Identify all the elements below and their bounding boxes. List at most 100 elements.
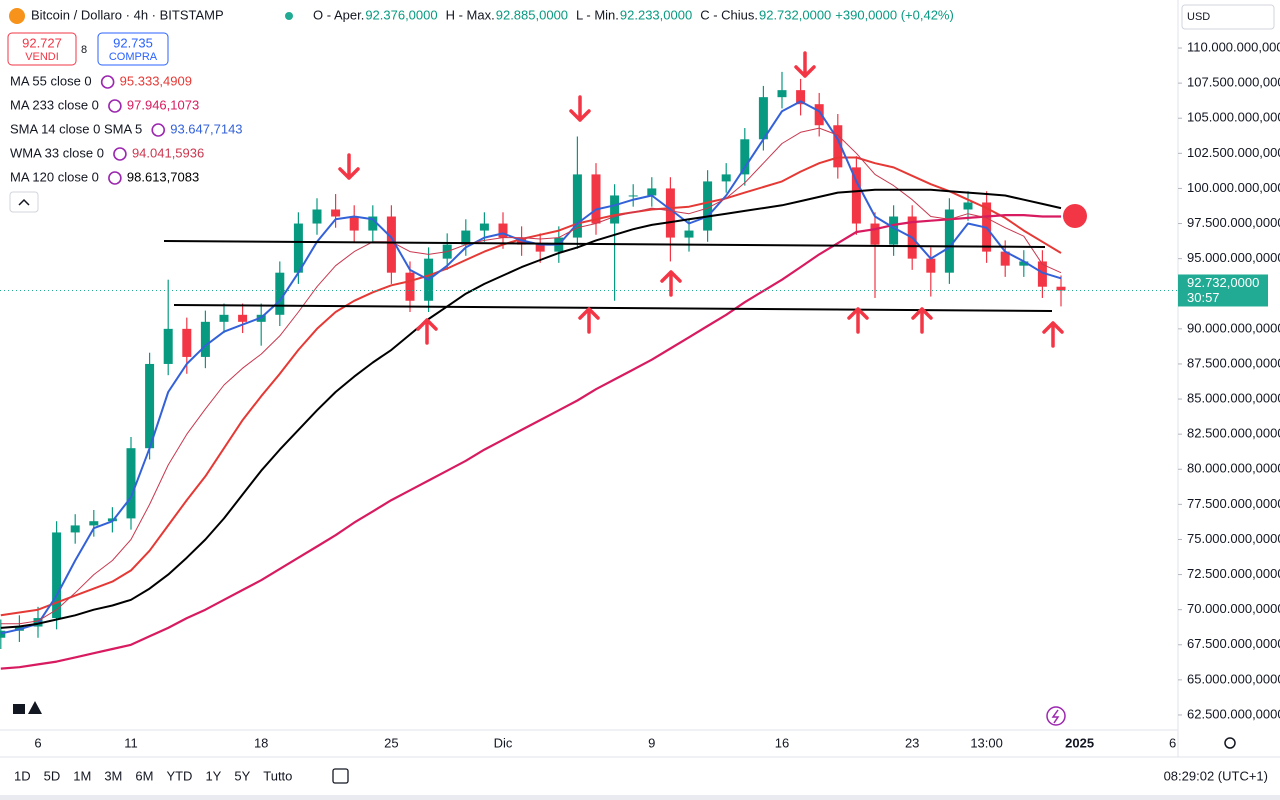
candle-body [535, 244, 545, 252]
y-tick-label: 90.000.000,0000 [1187, 320, 1280, 335]
indicator-icon[interactable] [113, 147, 127, 161]
candle-body [814, 104, 824, 126]
x-tick-label: 25 [384, 735, 398, 750]
range-button[interactable]: 1M [73, 768, 91, 783]
candle-body [740, 139, 750, 175]
candle-body [721, 174, 731, 182]
y-tick-label: 77.500.000,0000 [1187, 496, 1280, 511]
sell-price: 92.727 [22, 35, 62, 50]
candle-body [610, 195, 620, 224]
ma-line [0, 188, 1062, 629]
price-change: +390,0000 (+0,42%) [835, 7, 954, 22]
candle-body [944, 209, 954, 273]
indicator-icon[interactable] [108, 99, 122, 113]
indicator-name: MA 233 close 0 [10, 97, 99, 112]
x-tick-label: 6 [34, 735, 41, 750]
candle-body [777, 90, 787, 98]
symbol-title: Bitcoin / Dollaro · 4h · BITSTAMP [31, 7, 224, 22]
x-tick-label: 9 [648, 735, 655, 750]
coin-icon [9, 8, 25, 24]
spread: 8 [81, 44, 87, 56]
range-button[interactable]: YTD [166, 768, 192, 783]
candle-body [293, 223, 303, 273]
indicator-value: 98.613,7083 [127, 169, 199, 184]
currency: USD [1187, 11, 1210, 23]
candle-body [163, 328, 173, 364]
candle-body [796, 90, 806, 105]
candle-body [628, 195, 638, 197]
candle-body [386, 216, 396, 273]
range-button[interactable]: 1Y [205, 768, 221, 783]
candle-body [684, 230, 694, 238]
y-tick-label: 82.500.000,0000 [1187, 426, 1280, 441]
indicator-name: WMA 33 close 0 [10, 145, 104, 160]
candle-body [405, 272, 415, 301]
y-tick-label: 67.500.000,0000 [1187, 636, 1280, 651]
ohlc-value: 92.233,0000 [620, 7, 692, 22]
indicator-name: MA 55 close 0 [10, 73, 92, 88]
candle-body [275, 272, 285, 315]
indicator-value: 93.647,7143 [170, 121, 242, 136]
collapse-button[interactable] [9, 191, 39, 213]
candle-body [870, 223, 880, 245]
price-tag-price: 92.732,0000 [1187, 275, 1259, 290]
y-tick-label: 65.000.000,0000 [1187, 671, 1280, 686]
ma-line [0, 156, 1062, 617]
settings-icon[interactable] [1224, 737, 1236, 749]
calendar-icon[interactable] [332, 768, 349, 784]
y-tick-label: 102.500.000,0000 [1187, 145, 1280, 160]
y-tick-label: 85.000.000,0000 [1187, 390, 1280, 405]
candle-body [703, 181, 713, 231]
flash-bolt [1051, 709, 1060, 724]
candle-body [219, 314, 229, 322]
indicator-icon[interactable] [151, 123, 166, 137]
candle-body [182, 328, 192, 357]
ohlc-value: 92.732,0000 [759, 7, 831, 22]
range-button[interactable]: 6M [135, 768, 153, 783]
sell-label: VENDI [25, 51, 59, 63]
candle-body [889, 216, 899, 245]
sell-button[interactable] [7, 32, 77, 66]
candle-body [1056, 286, 1066, 291]
candle-body [368, 216, 378, 231]
indicator-legend: MA 55 close 0 95.333,4909 MA 233 close 0 97… [10, 73, 243, 185]
buy-price: 92.735 [113, 35, 153, 50]
ma-line [0, 214, 1061, 670]
indicator-value: 97.946,1073 [127, 97, 199, 112]
candle-body [647, 188, 657, 196]
y-tick-label: 100.000.000,0000 [1187, 180, 1280, 195]
currency-button[interactable] [1181, 4, 1275, 30]
plot-area [0, 71, 1178, 670]
y-tick-label: 107.500.000,0000 [1187, 75, 1280, 90]
candle-body [572, 174, 582, 238]
ohlc-label: O - Aper. [313, 7, 364, 22]
ohlc-value: 92.376,0000 [365, 7, 437, 22]
candle-body [461, 230, 471, 245]
flash-icon[interactable] [1046, 706, 1066, 726]
range-toolbar: 1D 5D 1M 3M 6M YTD 1Y 5Y Tutto [14, 768, 292, 783]
buy-button[interactable] [97, 32, 169, 66]
range-button[interactable]: Tutto [263, 768, 292, 783]
candle-body [0, 630, 6, 638]
y-axis: 110.000.000,0000 107.500.000,0000 105.000.… [1178, 39, 1280, 721]
candle-body [349, 216, 359, 231]
y-tick-label: 75.000.000,0000 [1187, 531, 1280, 546]
y-tick-label: 95.000.000,0000 [1187, 250, 1280, 265]
y-tick-label: 62.500.000,0000 [1187, 706, 1280, 721]
candle-body [1000, 251, 1010, 266]
y-tick-label: 110.000.000,0000 [1187, 39, 1280, 54]
candle-body [126, 448, 136, 519]
indicator-icon[interactable] [108, 171, 122, 185]
chevron-icon [18, 198, 30, 206]
range-button[interactable]: 5Y [234, 768, 250, 783]
range-button[interactable]: 3M [104, 768, 122, 783]
candle-body [200, 321, 210, 357]
market-status [285, 12, 293, 20]
x-tick-label: 2025 [1065, 735, 1094, 750]
trend-line [173, 304, 1053, 312]
candle-body [498, 223, 508, 238]
indicator-icon[interactable] [100, 75, 115, 89]
range-button[interactable]: 5D [44, 768, 61, 783]
range-button[interactable]: 1D [14, 768, 31, 783]
